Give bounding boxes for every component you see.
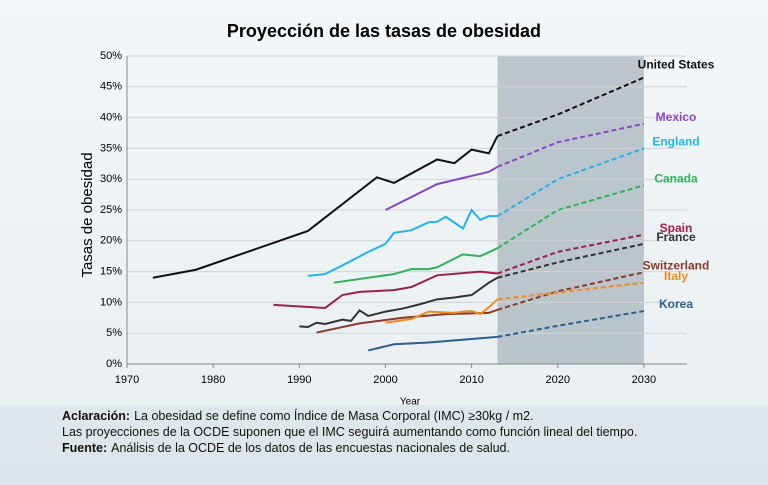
y-tick-label: 5%	[106, 327, 122, 339]
series-label: United States	[638, 58, 715, 72]
y-tick-label: 10%	[100, 296, 122, 308]
note-label: Fuente:	[62, 441, 108, 455]
series-line	[385, 298, 499, 324]
series-label: Italy	[664, 269, 688, 283]
notes: Aclaración: La obesidad se define como Ín…	[62, 408, 637, 456]
x-tick-label: 2000	[373, 374, 397, 386]
x-tick-label: 2030	[632, 374, 656, 386]
y-tick-label: 25%	[100, 204, 122, 216]
projection-line	[497, 233, 645, 275]
y-axis-label: Tasas de obesidad	[79, 152, 96, 277]
x-tick-label: 1970	[115, 374, 139, 386]
note-text: Análisis de la OCDE de los datos de las …	[111, 441, 510, 455]
series-line	[333, 247, 498, 284]
series-label: Switzerland	[643, 258, 710, 272]
chart: Proyección de las tasas de obesidad Year…	[78, 20, 715, 405]
note-line: Las proyecciones de la OCDE suponen que …	[62, 424, 637, 440]
note-label: Aclaración:	[62, 409, 131, 423]
projection-line	[496, 147, 645, 218]
x-axis-label: Year	[400, 397, 421, 405]
series-label: Spain	[660, 221, 693, 235]
series-line	[152, 135, 499, 279]
y-tick-label: 30%	[100, 173, 122, 185]
y-tick-label: 20%	[100, 235, 122, 247]
projection-line	[497, 242, 645, 279]
y-tick-label: 50%	[100, 50, 122, 62]
y-tick-label: 0%	[106, 358, 122, 370]
note-line: Fuente: Análisis de la OCDE de los datos …	[62, 440, 637, 456]
series-label: France	[656, 230, 696, 244]
x-tick-label: 2020	[546, 374, 570, 386]
y-tick-label: 35%	[100, 142, 122, 154]
projection-line	[497, 271, 645, 311]
series-line	[316, 308, 498, 334]
note-text: La obesidad se define como Índice de Mas…	[134, 409, 534, 423]
note-line: Aclaración: La obesidad se define como Ín…	[62, 408, 637, 424]
projection-line	[497, 76, 645, 138]
series-label: England	[652, 135, 699, 149]
y-tick-label: 45%	[100, 81, 122, 93]
y-tick-label: 40%	[100, 112, 122, 124]
series-label: Mexico	[656, 110, 697, 124]
series-label: Korea	[659, 297, 693, 311]
projection-line	[497, 122, 645, 168]
x-tick-label: 1990	[287, 374, 311, 386]
series-line	[273, 270, 498, 309]
series-line	[299, 276, 498, 329]
series-line	[367, 335, 498, 352]
series-label: Canada	[654, 172, 698, 186]
y-tick-label: 15%	[100, 266, 122, 278]
chart-title: Proyección de las tasas de obesidad	[227, 21, 541, 41]
note-text: Las proyecciones de la OCDE suponen que …	[62, 425, 638, 439]
projection-line	[497, 281, 645, 301]
projection-line	[496, 184, 645, 250]
series-line	[385, 166, 498, 211]
series-line	[307, 208, 498, 277]
x-tick-label: 1980	[201, 374, 225, 386]
x-tick-label: 2010	[459, 374, 483, 386]
projection-line	[497, 310, 645, 338]
